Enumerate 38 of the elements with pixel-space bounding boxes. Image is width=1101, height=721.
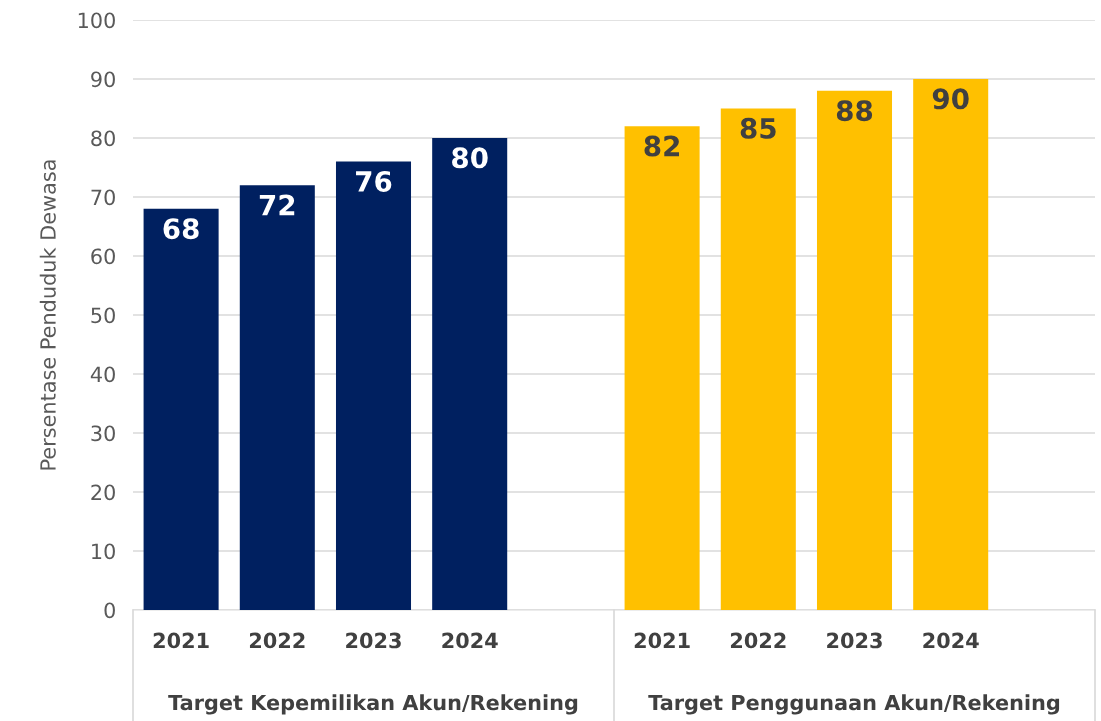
y-tick-label: 40 xyxy=(90,366,115,383)
x-tick-label: 2023 xyxy=(827,632,882,649)
x-tick-label: 2024 xyxy=(923,632,979,649)
x-tick-label: 2021 xyxy=(153,632,209,649)
data-label: 90 xyxy=(932,88,969,110)
bar xyxy=(335,161,412,610)
data-label: 88 xyxy=(836,100,873,122)
y-tick-label: 30 xyxy=(91,425,115,442)
y-tick-label: 70 xyxy=(91,189,115,206)
bar xyxy=(720,108,796,610)
bar xyxy=(816,90,893,610)
y-tick-label: 10 xyxy=(92,543,115,560)
y-axis-title: Persentase Penduduk Dewasa xyxy=(39,160,56,470)
y-tick-label: 20 xyxy=(91,484,115,501)
data-label: 68 xyxy=(163,218,199,240)
bar xyxy=(624,126,700,610)
bar xyxy=(143,208,219,610)
x-tick-label: 2023 xyxy=(346,632,401,649)
data-label: 72 xyxy=(259,194,295,216)
bar xyxy=(913,79,989,610)
y-tick-label: 60 xyxy=(91,248,115,265)
x-tick-label: 2024 xyxy=(442,632,498,649)
y-tick-label: 90 xyxy=(91,71,115,88)
data-label: 82 xyxy=(644,135,680,157)
x-tick-label: 2021 xyxy=(634,632,690,649)
y-tick-label: 100 xyxy=(78,12,115,29)
data-label: 76 xyxy=(356,170,392,192)
y-tick-label: 0 xyxy=(104,602,115,619)
x-tick-label: 2022 xyxy=(249,632,305,649)
text: Target Penggunaan Akun/Rekening xyxy=(648,694,1060,715)
text: Target Kepemilikan Akun/Rekening xyxy=(168,694,578,715)
data-label: 85 xyxy=(740,117,776,139)
bar xyxy=(432,138,508,610)
data-label: 80 xyxy=(452,147,488,169)
y-tick-label: 50 xyxy=(91,307,115,324)
x-tick-label: 2022 xyxy=(730,632,786,649)
y-tick-label: 80 xyxy=(91,130,115,147)
bar xyxy=(239,185,315,610)
